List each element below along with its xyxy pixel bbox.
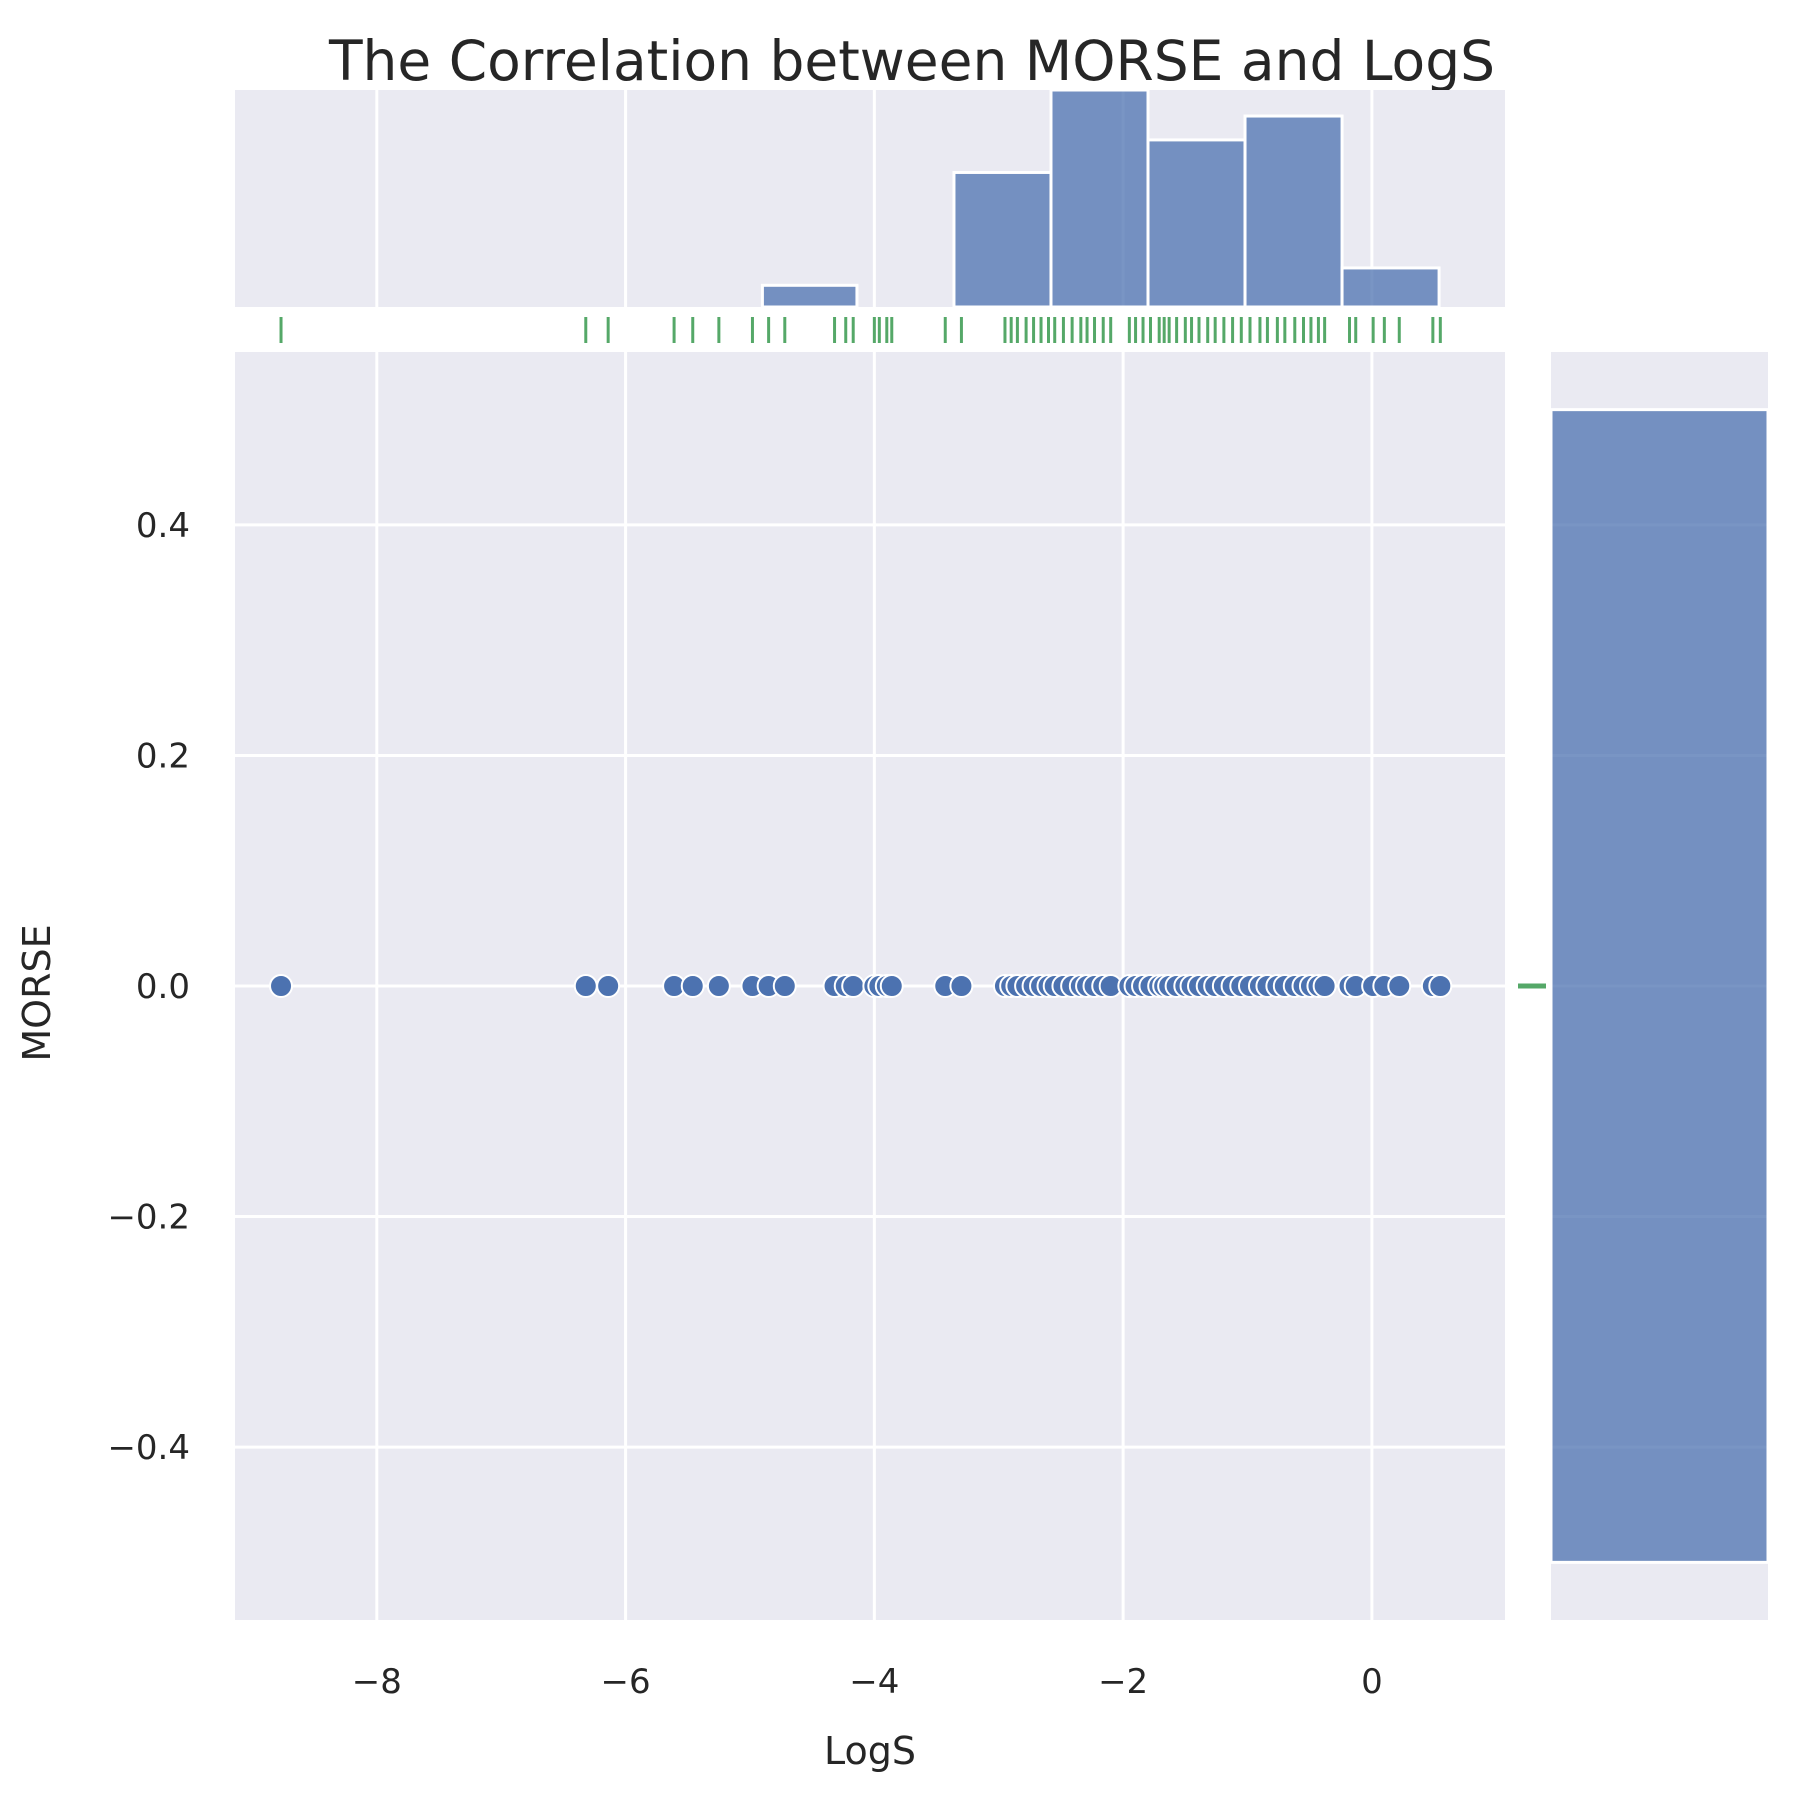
scatter-point — [680, 974, 705, 998]
x-tick-label: −6 — [601, 1662, 651, 1702]
scatter-point — [841, 974, 866, 998]
top-histogram-bar — [1340, 266, 1441, 309]
scatter-point — [879, 974, 904, 998]
y-tick-label: 0.2 — [136, 736, 190, 776]
x-tick-label: −2 — [1098, 1662, 1148, 1702]
scatter-panel — [235, 352, 1505, 1620]
top-histogram-bar — [1146, 138, 1247, 309]
x-axis-ticks: −8 −6 −4 −2 0 — [352, 1662, 1383, 1702]
top-histogram-bar — [760, 283, 859, 309]
y-axis-title: MORSE — [15, 924, 59, 1061]
scatter-point — [1428, 974, 1453, 998]
y-axis-ticks: −0.4 −0.2 0.0 0.2 0.4 — [107, 506, 190, 1468]
y-tick-label: −0.4 — [107, 1428, 190, 1468]
scatter-point — [706, 974, 731, 998]
top-histogram-bar — [1049, 88, 1150, 309]
x-tick-label: −4 — [849, 1662, 899, 1702]
scatter-point — [1387, 974, 1412, 998]
scatter-point — [772, 974, 797, 998]
scatter-point — [949, 974, 974, 998]
right-histogram-bar — [1549, 408, 1770, 1564]
scatter-point — [269, 974, 294, 998]
x-tick-label: 0 — [1361, 1662, 1383, 1702]
x-axis-title: LogS — [824, 1729, 916, 1773]
right-marginal-histogram — [1518, 352, 1770, 1620]
top-marginal-histogram — [235, 88, 1505, 309]
chart-title: The Correlation between MORSE and LogS — [328, 29, 1495, 93]
y-tick-label: 0.4 — [136, 506, 190, 546]
scatter-point — [573, 974, 598, 998]
top-rug-plot — [279, 317, 1442, 343]
top-histogram-bar — [952, 170, 1053, 309]
x-tick-label: −8 — [352, 1662, 402, 1702]
scatter-point — [596, 974, 621, 998]
y-tick-label: −0.2 — [107, 1198, 190, 1238]
scatter-point — [1312, 974, 1337, 998]
top-histogram-bar — [1243, 114, 1344, 309]
y-tick-label: 0.0 — [136, 967, 190, 1007]
